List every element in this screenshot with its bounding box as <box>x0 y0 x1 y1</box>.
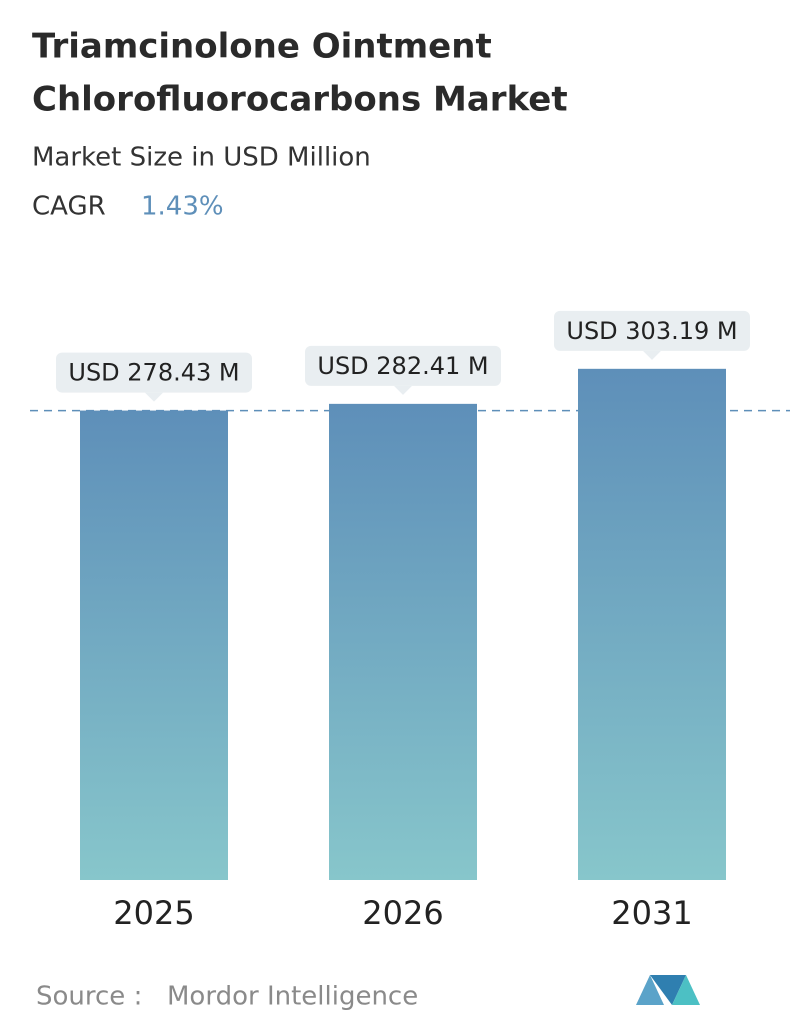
source: Mordor Intelligence <box>167 982 418 1012</box>
x-tick-label: 2031 <box>611 894 692 932</box>
bar <box>578 368 726 880</box>
chart-title: Chlorofluorocarbons Market <box>32 80 568 120</box>
x-tick-label: 2026 <box>362 894 443 932</box>
cagr-value: 1.43% <box>141 192 224 222</box>
callout-box <box>56 352 252 393</box>
value-label: USD 303.19 M <box>566 317 737 345</box>
cagr-label: CAGR <box>32 192 106 222</box>
chart-title: Triamcinolone Ointment <box>32 27 492 67</box>
callout-box <box>305 345 501 386</box>
logo <box>636 975 700 1005</box>
bar <box>80 410 228 880</box>
bar <box>329 403 477 880</box>
value-label: USD 278.43 M <box>68 359 239 387</box>
chart-subtitle: Market Size in USD Million <box>32 143 371 173</box>
callout-pointer <box>394 385 412 395</box>
callout-pointer <box>643 350 661 360</box>
x-tick-label: 2025 <box>113 894 194 932</box>
value-label: USD 282.41 M <box>317 352 488 380</box>
callout-pointer <box>145 392 163 402</box>
callout-box <box>554 310 750 351</box>
source-label: Source : <box>36 982 142 1012</box>
